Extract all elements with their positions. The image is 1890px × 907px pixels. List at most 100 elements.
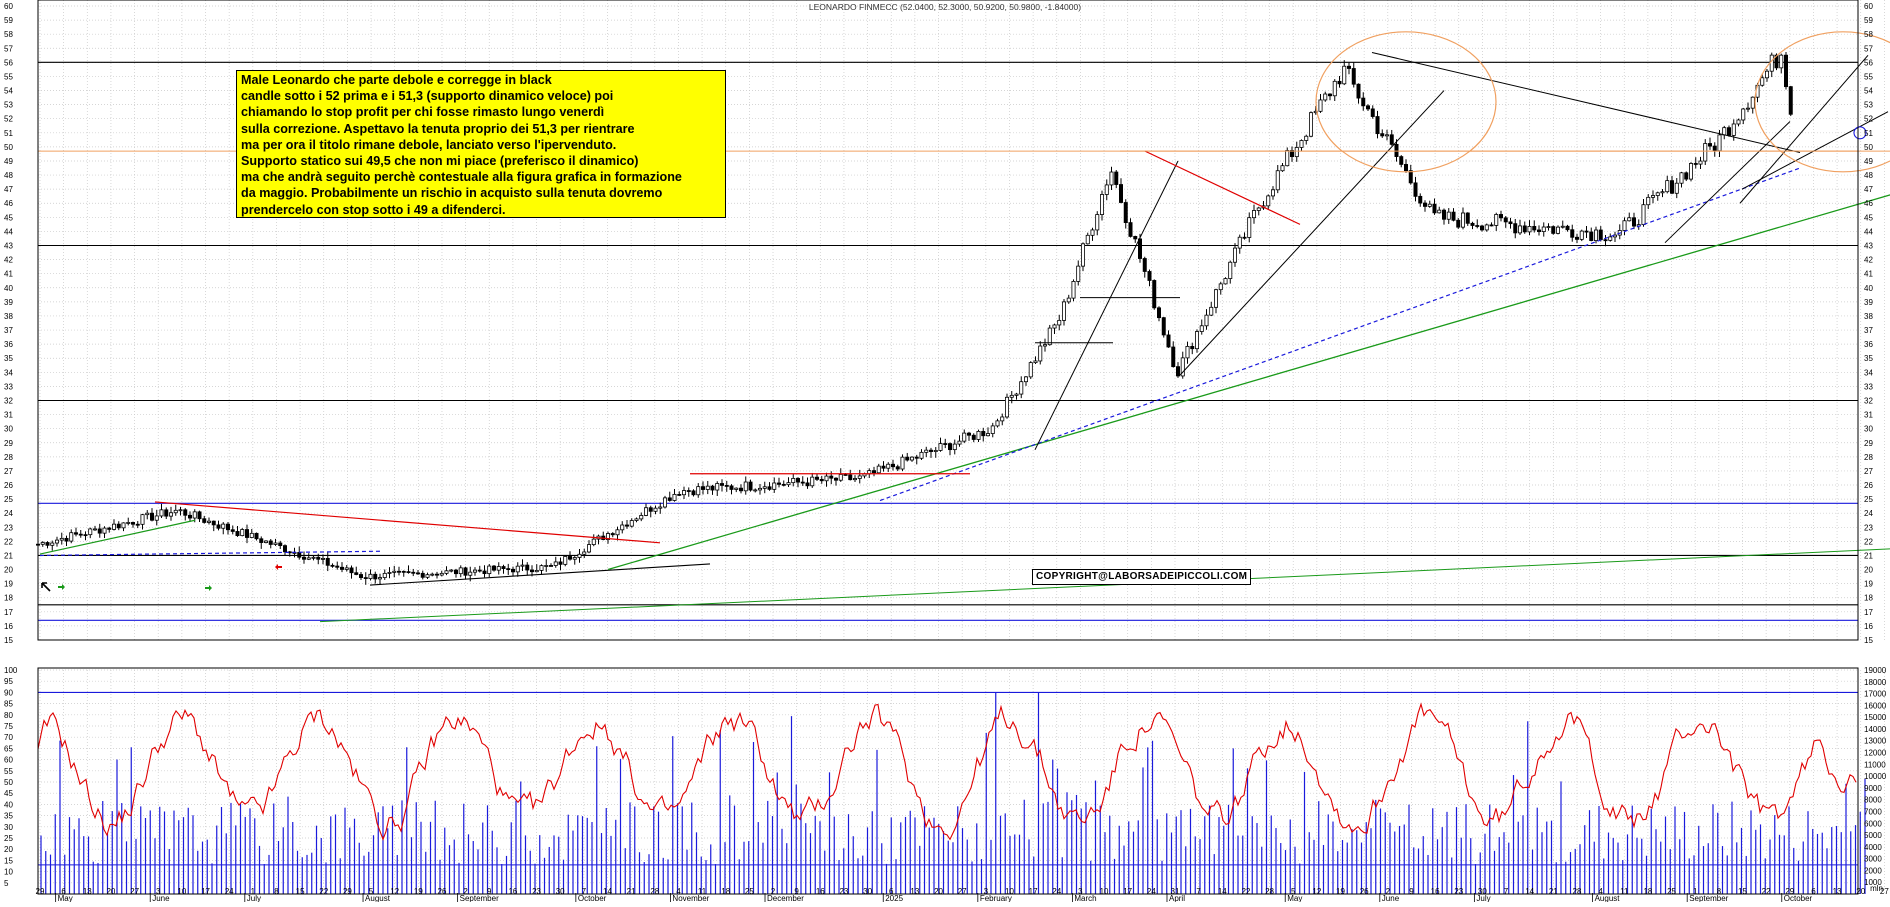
candle-body xyxy=(1741,108,1746,121)
candle-body xyxy=(349,567,354,574)
y-tick-label-right: 57 xyxy=(1864,44,1873,53)
y-tick-label-right: 51 xyxy=(1864,129,1873,138)
x-day-tick-label: 1 xyxy=(251,887,256,896)
volume-tick-label: 2000 xyxy=(1864,866,1882,875)
x-day-tick-label: 24 xyxy=(1147,887,1156,896)
y-tick-label-right: 45 xyxy=(1864,213,1873,222)
candle-body xyxy=(1370,108,1375,117)
x-month-label: May xyxy=(58,894,73,902)
y-tick-label-left: 21 xyxy=(4,551,13,560)
x-day-tick-label: 30 xyxy=(863,887,872,896)
candle-body xyxy=(1256,207,1261,211)
candle-body xyxy=(648,507,653,512)
candle-body xyxy=(544,565,549,567)
x-day-tick-label: 9 xyxy=(794,887,799,896)
candle-body xyxy=(663,497,668,508)
x-day-tick-label: 4 xyxy=(676,887,681,896)
x-month-label: September xyxy=(460,894,499,902)
x-day-tick-label: 22 xyxy=(1241,887,1250,896)
chart-title: LEONARDO FINMECC (52.0400, 52.3000, 50.9… xyxy=(809,2,1081,12)
candle-body xyxy=(1005,396,1010,418)
y-tick-label-left: 15 xyxy=(4,636,13,645)
candle-body xyxy=(819,478,824,482)
candle-body xyxy=(477,569,482,572)
candle-body xyxy=(1009,394,1014,398)
candle-body xyxy=(496,566,501,571)
candle-body xyxy=(881,465,886,469)
rsi-tick-label: 55 xyxy=(4,767,13,776)
candle-body xyxy=(1081,243,1086,267)
rsi-tick-label: 70 xyxy=(4,733,13,742)
y-tick-label-left: 43 xyxy=(4,242,13,251)
candle-body xyxy=(791,478,796,484)
candle-body xyxy=(1489,224,1494,227)
x-day-tick-label: 15 xyxy=(1738,887,1747,896)
candle-body xyxy=(1199,325,1204,332)
x-day-tick-label: 6 xyxy=(1811,887,1816,896)
candle-body xyxy=(1575,236,1580,240)
candle-body xyxy=(1290,150,1295,158)
candle-body xyxy=(487,565,492,575)
candle-body xyxy=(1779,54,1784,69)
candle-body xyxy=(1746,107,1751,110)
y-tick-label-right: 28 xyxy=(1864,453,1873,462)
y-tick-label-left: 23 xyxy=(4,523,13,532)
candle-body xyxy=(767,486,772,490)
candle-body xyxy=(1570,229,1575,238)
candle-body xyxy=(1180,357,1185,377)
candle-body xyxy=(677,493,682,496)
candle-body xyxy=(539,565,544,571)
candle-body xyxy=(107,527,112,530)
candle-body xyxy=(515,565,520,573)
candle-body xyxy=(1323,93,1328,101)
candle-body xyxy=(1309,112,1314,137)
y-tick-label-left: 47 xyxy=(4,185,13,194)
candle-body xyxy=(216,524,221,529)
candle-body xyxy=(140,514,145,525)
candle-body xyxy=(653,507,658,512)
candle-body xyxy=(363,577,368,579)
y-tick-label-right: 58 xyxy=(1864,30,1873,39)
x-day-tick-label: 17 xyxy=(1123,887,1132,896)
candle-body xyxy=(1518,225,1523,234)
candle-body xyxy=(187,514,192,519)
candle-body xyxy=(59,537,64,541)
y-tick-label-left: 29 xyxy=(4,439,13,448)
candle-body xyxy=(178,509,183,512)
x-month-label: August xyxy=(1595,894,1621,902)
candle-body xyxy=(330,564,335,567)
x-day-tick-label: 3 xyxy=(1078,887,1083,896)
candle-body xyxy=(297,552,302,558)
candle-body xyxy=(320,557,325,560)
candle-body xyxy=(1047,327,1052,346)
x-day-tick-label: 20 xyxy=(934,887,943,896)
x-day-tick-label: 20 xyxy=(1856,887,1865,896)
candle-body xyxy=(1451,211,1456,221)
candle-body xyxy=(1138,238,1143,259)
candle-body xyxy=(1546,226,1551,228)
volume-tick-label: 18000 xyxy=(1864,678,1887,687)
y-tick-label-right: 27 xyxy=(1864,467,1873,476)
candle-body xyxy=(192,511,197,519)
candle-body xyxy=(159,509,164,517)
y-tick-label-left: 30 xyxy=(4,425,13,434)
x-day-tick-label: 13 xyxy=(83,887,92,896)
y-tick-label-right: 24 xyxy=(1864,509,1873,518)
candle-body xyxy=(154,515,159,521)
candle-body xyxy=(1646,196,1651,206)
candle-body xyxy=(1413,182,1418,197)
y-tick-label-left: 16 xyxy=(4,622,13,631)
rsi-tick-label: 15 xyxy=(4,856,13,865)
x-month-label: June xyxy=(152,894,170,902)
candle-body xyxy=(952,443,957,451)
candle-body xyxy=(325,557,330,566)
candle-body xyxy=(501,566,506,569)
candle-body xyxy=(1128,222,1133,237)
candle-body xyxy=(1508,221,1513,225)
candle-body xyxy=(1361,97,1366,107)
candle-body xyxy=(753,489,758,492)
x-day-tick-label: 5 xyxy=(369,887,374,896)
candle-body xyxy=(1532,226,1537,231)
rsi-tick-label: 85 xyxy=(4,700,13,709)
candle-body xyxy=(116,523,121,529)
